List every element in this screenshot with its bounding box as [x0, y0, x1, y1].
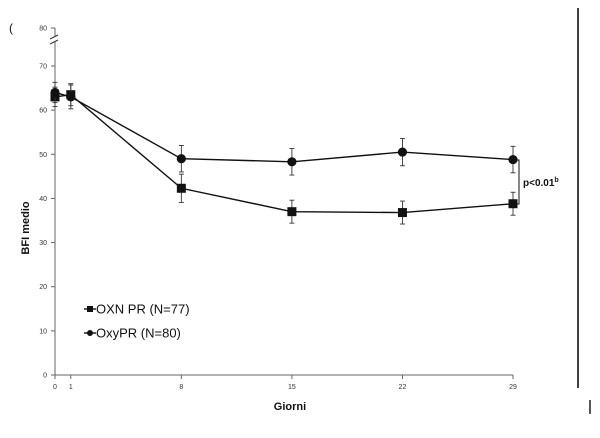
series-line — [54, 91, 514, 163]
data-point-circle — [176, 154, 186, 164]
x-tick-label: 8 — [179, 384, 183, 391]
p-value-annotation: p<0.01b — [516, 159, 559, 205]
series-circle — [50, 81, 518, 176]
legend-marker-square — [87, 306, 93, 312]
series-layer — [50, 81, 518, 225]
y-break-tick-label: 80 — [39, 26, 47, 33]
data-point-square — [176, 183, 186, 193]
data-point-square — [508, 199, 518, 209]
x-tick-label: 29 — [509, 384, 517, 391]
x-tick-label: 15 — [288, 384, 296, 391]
y-tick-label: 60 — [39, 108, 47, 115]
y-tick-label: 20 — [39, 284, 47, 291]
y-axis-break-mark — [49, 34, 59, 40]
legend: OXN PR (N=77) OxyPR (N=80) — [84, 302, 190, 341]
y-tick-label: 70 — [39, 64, 47, 71]
y-axis-break-gap — [49, 37, 61, 42]
legend-item: OXN PR (N=77) — [84, 302, 190, 317]
legend-item: OxyPR (N=80) — [84, 326, 181, 341]
legend-marker-circle — [87, 330, 93, 336]
x-axis-title: Giorni — [274, 401, 306, 413]
x-axis: 0 1 8 15 22 29 — [53, 374, 517, 391]
y-axis: 0 10 20 30 40 50 60 70 80 — [39, 26, 61, 380]
data-point-circle — [397, 147, 408, 157]
legend-label: OXN PR (N=77) — [96, 302, 190, 317]
panel-label: ( — [9, 21, 13, 35]
data-point-circle — [66, 92, 76, 102]
data-point-circle — [508, 154, 518, 165]
p-value-superscript: b — [554, 177, 558, 184]
data-point-circle — [50, 87, 60, 98]
series-line — [54, 93, 514, 214]
data-point-square — [287, 207, 297, 217]
data-point-circle — [287, 157, 297, 167]
y-tick-label: 30 — [39, 240, 47, 247]
series-square — [50, 83, 518, 225]
y-tick-label: 10 — [39, 328, 47, 335]
x-tick-label: 1 — [69, 384, 73, 391]
x-tick-label: 0 — [53, 384, 57, 391]
legend-label: OxyPR (N=80) — [96, 326, 181, 341]
y-axis-break-mark — [49, 39, 59, 45]
y-tick-label: 0 — [43, 373, 47, 380]
y-tick-label: 50 — [39, 152, 47, 159]
x-tick-label: 22 — [399, 384, 407, 391]
p-value-bracket — [516, 159, 520, 205]
y-axis-title: BFI medio — [20, 201, 32, 254]
data-point-square — [397, 208, 407, 218]
y-tick-label: 40 — [39, 196, 47, 203]
p-value-text: p<0.01b — [523, 177, 559, 189]
